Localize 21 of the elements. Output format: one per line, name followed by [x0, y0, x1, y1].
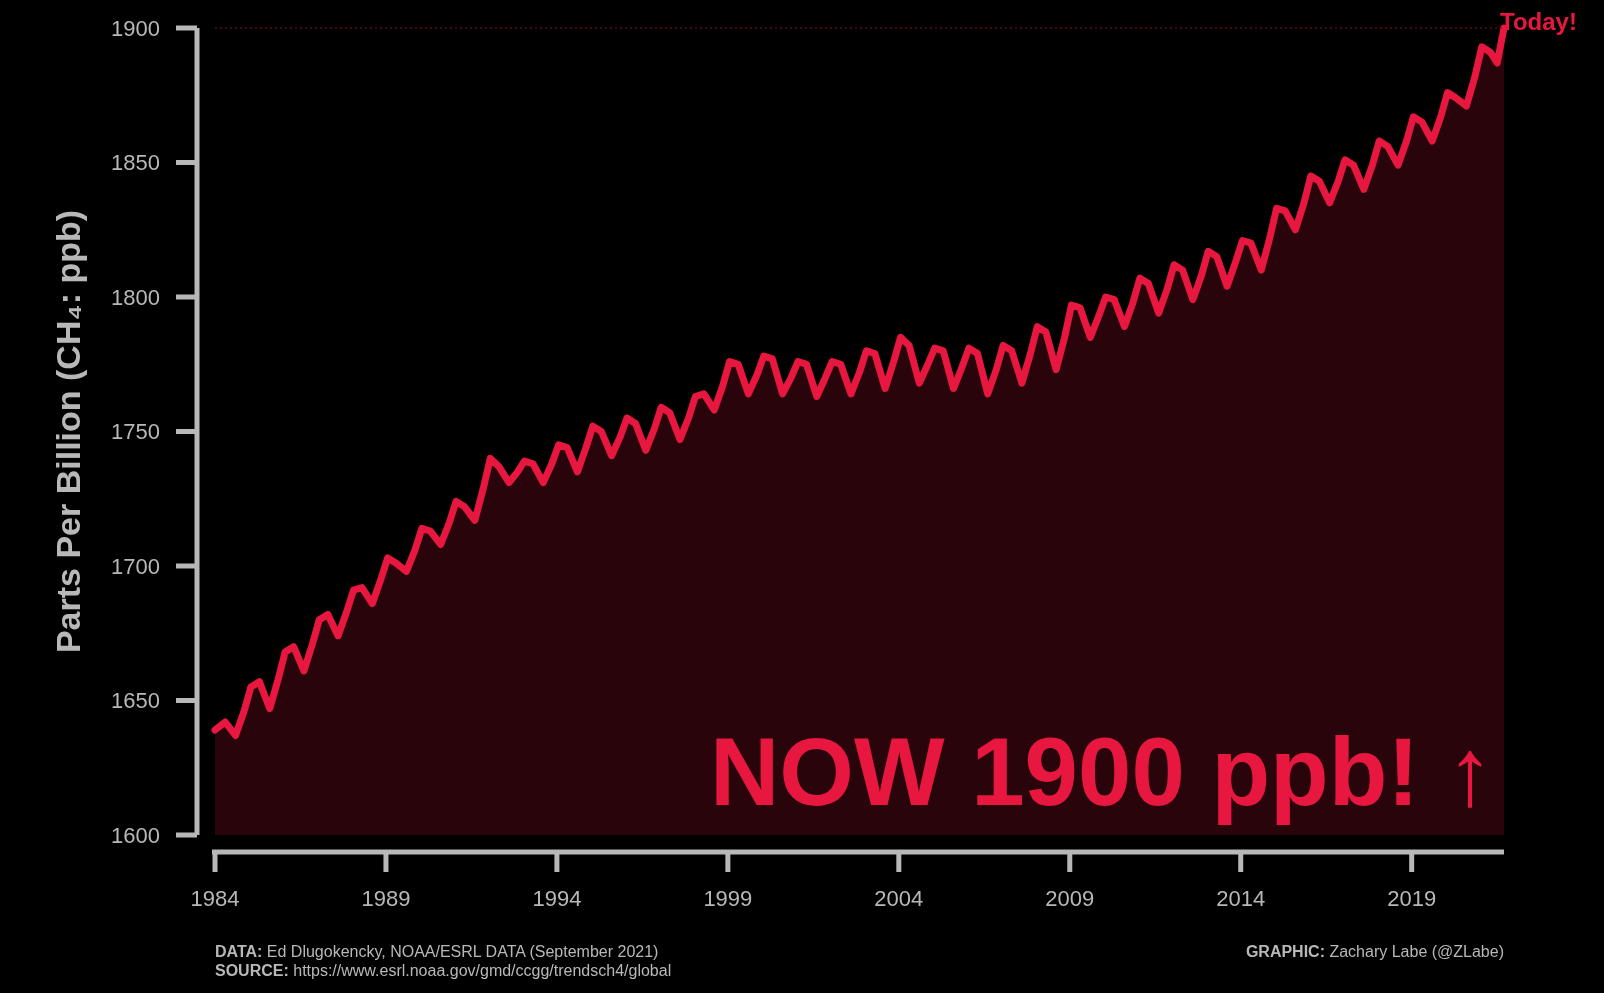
source-note: SOURCE: https://www.esrl.noaa.gov/gmd/ccgg/trendsch4/global — [215, 962, 672, 979]
x-tick-label: 1994 — [532, 886, 582, 911]
x-tick-label: 2004 — [874, 886, 924, 911]
y-axis-title: Parts Per Billion (CH₄: ppb) — [49, 209, 87, 654]
text: GRAPHIC: Zachary Labe (@ZLabe) — [1245, 943, 1504, 960]
annotation: Today! — [1500, 8, 1577, 35]
x-tick-label: 2009 — [1045, 886, 1095, 911]
y-tick-label: 1850 — [111, 150, 160, 176]
x-tick-label: 1999 — [703, 886, 753, 911]
annotation: NOW 1900 ppb! ↑ — [709, 718, 1494, 825]
y-tick-label: 1800 — [111, 284, 160, 310]
text: DATA: Ed Dlugokencky, NOAA/ESRL DATA (September 2021) — [215, 943, 659, 960]
y-tick-label: 1700 — [111, 553, 160, 579]
y-tick-label: 1750 — [111, 419, 160, 445]
x-tick-label: 1984 — [190, 886, 240, 911]
y-tick-label: 1650 — [111, 688, 160, 714]
x-tick-label: 2019 — [1387, 886, 1437, 911]
y-tick-label: 1600 — [111, 822, 160, 848]
x-tick-label: 2014 — [1216, 886, 1266, 911]
x-tick-label: 1989 — [361, 886, 411, 911]
y-tick-label: 1900 — [111, 15, 160, 41]
